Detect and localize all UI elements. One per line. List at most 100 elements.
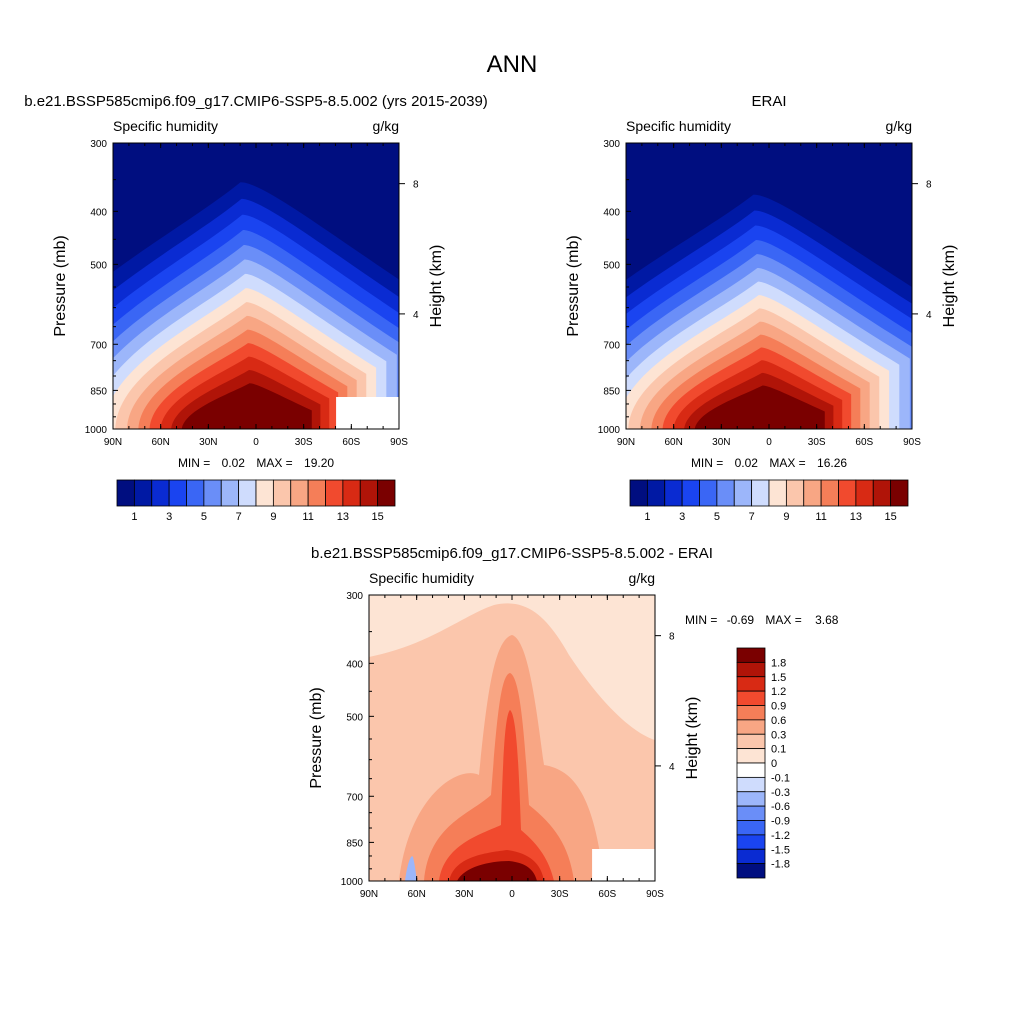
panel-obs-colorbar-label: 11 xyxy=(815,511,826,523)
panel-diff-colorbar-swatch xyxy=(736,719,766,735)
panel-model-max-value: 19.20 xyxy=(304,456,334,470)
panel-model-colorbar-swatch xyxy=(359,479,379,507)
panel-obs-xtick-label: 0 xyxy=(766,437,772,448)
panel-diff-colorbar-swatch xyxy=(736,863,766,879)
panel-obs-colorbar-label: 5 xyxy=(714,511,720,523)
panel-obs-ytick-label: 1000 xyxy=(598,425,621,436)
panel-obs-colorbar-swatch xyxy=(890,479,909,507)
panel-diff-y2tick-label: 4 xyxy=(669,762,675,773)
panel-diff-colorbar-label: -0.1 xyxy=(771,772,790,784)
panel-diff-colorbar-label: -1.5 xyxy=(771,844,790,856)
panel-obs-ytick-label: 400 xyxy=(603,207,620,218)
panel-model-max-label: MAX = xyxy=(256,456,292,470)
panel-obs: ERAI Specific humidity g/kg 300400500700… xyxy=(565,93,958,523)
panel-obs-colorbar-swatch xyxy=(716,479,735,507)
panel-diff-min-label: MIN = xyxy=(685,613,717,627)
panel-obs-ytick-label: 850 xyxy=(603,386,620,397)
panel-obs-y2label: Height (km) xyxy=(941,245,958,328)
panel-obs-colorbar-label: 3 xyxy=(679,511,685,523)
panel-diff-colorbar-label: 0.6 xyxy=(771,715,786,727)
panel-diff-xtick-label: 60S xyxy=(598,889,616,900)
panel-obs-colorbar-swatch xyxy=(872,479,892,507)
panel-model-xtick-label: 60S xyxy=(342,437,360,448)
panel-diff-ylabel: Pressure (mb) xyxy=(308,687,325,788)
panel-diff-colorbar-label: 1.5 xyxy=(771,672,786,684)
panel-diff-variable-label: Specific humidity xyxy=(369,570,474,586)
panel-model-colorbar-label: 15 xyxy=(372,511,384,523)
panel-diff-negative-patch xyxy=(405,856,417,881)
panel-diff-ytick-label: 400 xyxy=(346,659,363,670)
panel-model-xtick-label: 60N xyxy=(151,437,169,448)
panel-diff-stats: MIN = -0.69 MAX = 3.68 xyxy=(685,613,839,627)
panel-diff-colorbar-swatch xyxy=(736,676,766,692)
panel-model-title: b.e21.BSSP585cmip6.f09_g17.CMIP6-SSP5-8.… xyxy=(24,93,488,110)
panel-obs-min-value: 0.02 xyxy=(735,456,759,470)
panel-obs-colorbar-swatch xyxy=(803,479,822,507)
panel-diff-colorbar-swatch xyxy=(736,647,766,663)
panel-obs-colorbar-swatch xyxy=(751,479,770,507)
panel-model-level-15 xyxy=(182,383,312,429)
panel-diff-level-6 xyxy=(457,861,537,881)
panel-obs-xtick-label: 90N xyxy=(617,437,635,448)
panel-diff-y2label: Height (km) xyxy=(684,697,701,780)
panel-obs-level-15 xyxy=(695,385,825,429)
panel-diff-colorbar-swatch xyxy=(736,690,766,706)
panel-obs-colorbar-swatch xyxy=(855,479,874,507)
panel-obs-colorbar-swatch xyxy=(768,479,787,507)
panel-model: b.e21.BSSP585cmip6.f09_g17.CMIP6-SSP5-8.… xyxy=(24,93,488,523)
panel-obs-colorbar-swatch xyxy=(646,479,666,507)
panel-model-min-label: MIN = xyxy=(178,456,210,470)
panel-obs-colorbar-swatch xyxy=(838,479,857,507)
panel-obs-min-label: MIN = xyxy=(691,456,723,470)
panel-model-colorbar-swatch xyxy=(203,479,222,507)
panel-diff-colorbar-swatch xyxy=(736,805,766,821)
panel-obs-ytick-label: 300 xyxy=(603,139,620,150)
panel-model-min-value: 0.02 xyxy=(222,456,246,470)
panel-diff-colorbar: 1.8 1.5 1.2 0.9 0.6 0.3 0.1 0 -0.1 -0.3 -0.6 -0.9 -1… xyxy=(736,647,790,879)
panel-diff-xtick-label: 30S xyxy=(551,889,569,900)
panel-obs-xtick-label: 60S xyxy=(855,437,873,448)
panel-diff-colorbar-swatch xyxy=(736,733,766,750)
panel-model-colorbar-swatch xyxy=(238,479,257,507)
panel-model-xtick-label: 90S xyxy=(390,437,408,448)
panel-obs-ylabel: Pressure (mb) xyxy=(565,235,582,336)
panel-model-xtick-label: 30S xyxy=(295,437,313,448)
panel-diff-max-value: 3.68 xyxy=(815,613,839,627)
panel-obs-colorbar-label: 7 xyxy=(749,511,755,523)
panel-obs-y2tick-label: 8 xyxy=(926,180,932,191)
panel-obs-colorbar-swatch xyxy=(681,479,700,507)
panel-obs-variable-label: Specific humidity xyxy=(626,118,731,134)
panel-model-colorbar: 1 3 5 7 9 11 13 15 xyxy=(116,479,396,523)
panel-model-xtick-label: 90N xyxy=(104,437,122,448)
panel-diff-missing-data-region xyxy=(592,849,655,881)
panel-model-colorbar-swatch xyxy=(220,479,240,507)
panel-diff-colorbar-label: -0.9 xyxy=(771,816,790,828)
panel-obs-y2tick-label: 4 xyxy=(926,310,932,321)
panel-model-colorbar-swatch xyxy=(272,479,292,507)
panel-diff-colorbar-label: -1.2 xyxy=(771,830,790,842)
panel-obs-xtick-label: 90S xyxy=(903,437,921,448)
panel-diff-colorbar-swatch xyxy=(736,748,766,764)
panel-model-colorbar-label: 9 xyxy=(270,511,276,523)
panel-model-ytick-label: 700 xyxy=(90,340,107,351)
panel-model-colorbar-swatch xyxy=(290,479,309,507)
panel-model-colorbar-swatch xyxy=(255,479,274,507)
panel-obs-colorbar-label: 1 xyxy=(644,511,650,523)
panel-obs-stats: MIN = 0.02 MAX = 16.26 xyxy=(691,456,847,470)
panel-diff-ytick-label: 1000 xyxy=(341,877,364,888)
panel-diff-colorbar-label: 0 xyxy=(771,758,777,770)
panel-obs-colorbar-swatch xyxy=(785,479,805,507)
panel-obs-colorbar-swatch xyxy=(629,479,648,507)
panel-diff-colorbar-label: -0.6 xyxy=(771,801,790,813)
panel-diff-colorbar-swatch xyxy=(736,848,766,865)
panel-model-ylabel: Pressure (mb) xyxy=(52,235,69,336)
panel-diff-colorbar-swatch xyxy=(736,834,766,850)
panel-model-colorbar-label: 13 xyxy=(337,511,349,523)
panel-model-ytick-label: 500 xyxy=(90,260,107,271)
panel-diff-title: b.e21.BSSP585cmip6.f09_g17.CMIP6-SSP5-8.… xyxy=(311,545,713,562)
panel-model-colorbar-swatch xyxy=(325,479,344,507)
panel-diff-colorbar-swatch xyxy=(736,791,766,807)
panel-diff-colorbar-swatch xyxy=(736,776,766,793)
panel-obs-max-value: 16.26 xyxy=(817,456,847,470)
panel-obs-xtick-label: 30N xyxy=(712,437,730,448)
